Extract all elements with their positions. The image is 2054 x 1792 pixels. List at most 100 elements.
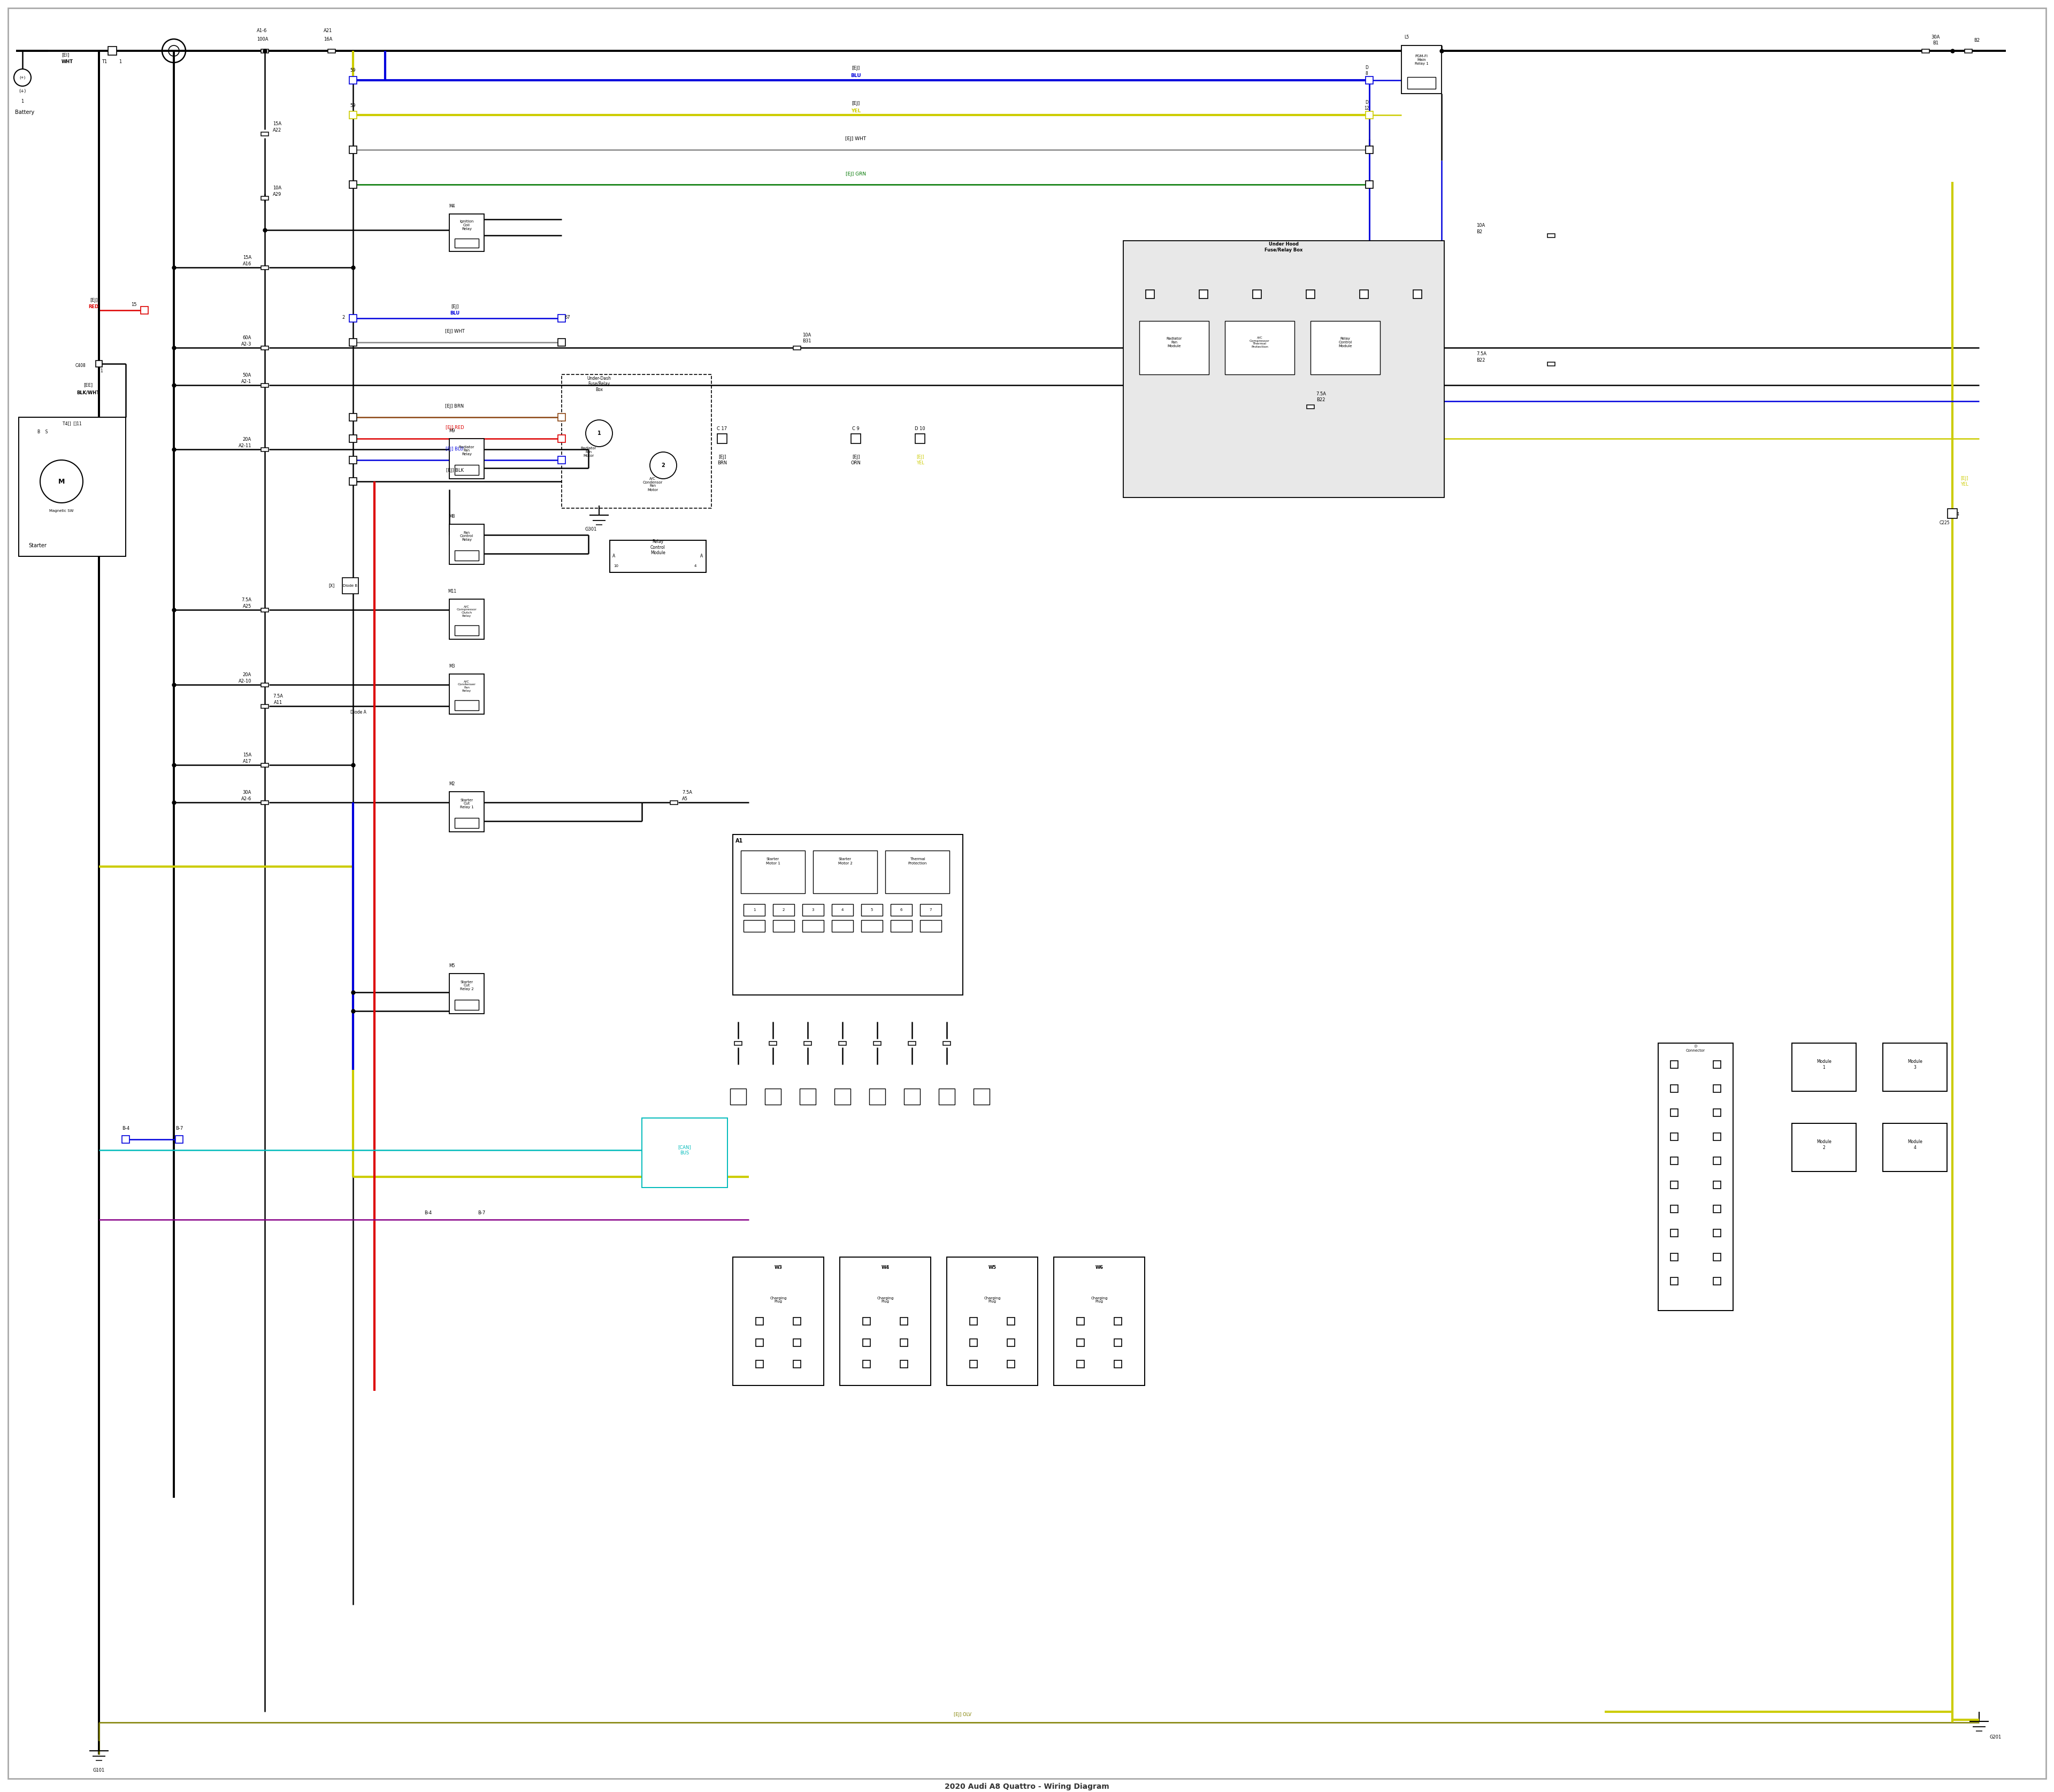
- Bar: [454, 701, 479, 710]
- Bar: [349, 145, 357, 154]
- Bar: [850, 434, 861, 443]
- Text: [EE]: [EE]: [84, 383, 92, 387]
- Bar: [1713, 1158, 1721, 1165]
- Text: D 10: D 10: [914, 426, 924, 432]
- Text: Starter
Motor 2: Starter Motor 2: [838, 858, 852, 866]
- Bar: [1113, 1317, 1121, 1324]
- Text: 16A: 16A: [325, 36, 333, 41]
- Text: Starter
Cut
Relay 1: Starter Cut Relay 1: [460, 799, 474, 808]
- Bar: [863, 1317, 871, 1324]
- Bar: [1670, 1133, 1678, 1140]
- Text: A5: A5: [682, 797, 688, 801]
- Bar: [863, 1339, 871, 1346]
- Text: 2020 Audi A8 Quattro - Wiring Diagram: 2020 Audi A8 Quattro - Wiring Diagram: [945, 1783, 1109, 1790]
- Bar: [610, 539, 707, 572]
- Text: A2-3: A2-3: [240, 342, 251, 348]
- Bar: [1306, 405, 1315, 409]
- Text: A/C
Compressor
Thermal
Protection: A/C Compressor Thermal Protection: [1249, 337, 1269, 348]
- Text: 4: 4: [1955, 513, 1960, 518]
- Bar: [1113, 1360, 1121, 1367]
- Bar: [450, 213, 485, 251]
- Text: A: A: [612, 554, 616, 559]
- Bar: [969, 1339, 978, 1346]
- Bar: [261, 683, 269, 686]
- Bar: [109, 47, 117, 56]
- Text: Charging
Plug: Charging Plug: [984, 1296, 1000, 1303]
- Text: M2: M2: [450, 781, 456, 787]
- Text: 7: 7: [930, 909, 933, 912]
- Bar: [1360, 290, 1368, 299]
- Text: Ignition
Coil
Relay: Ignition Coil Relay: [460, 220, 474, 231]
- Text: A2-1: A2-1: [240, 380, 251, 383]
- Bar: [561, 375, 711, 509]
- Text: G101: G101: [92, 1769, 105, 1772]
- Text: 4: 4: [842, 909, 844, 912]
- Bar: [1884, 1043, 1947, 1091]
- Text: 10A: 10A: [273, 186, 281, 190]
- Bar: [1006, 1339, 1015, 1346]
- Bar: [1713, 1253, 1721, 1262]
- Bar: [454, 464, 479, 475]
- Text: 15A: 15A: [242, 753, 251, 758]
- Bar: [1547, 233, 1555, 238]
- Text: D
8: D 8: [1366, 66, 1368, 75]
- Text: A17: A17: [242, 760, 251, 763]
- Bar: [261, 48, 269, 54]
- Bar: [861, 903, 883, 916]
- Bar: [1713, 1181, 1721, 1188]
- Bar: [97, 360, 103, 367]
- Bar: [920, 919, 941, 932]
- Text: RED: RED: [88, 305, 99, 310]
- Bar: [900, 1339, 908, 1346]
- Text: [EJ]
ORN: [EJ] ORN: [850, 455, 861, 466]
- Text: 2: 2: [661, 462, 665, 468]
- Bar: [1713, 1206, 1721, 1213]
- Bar: [920, 903, 941, 916]
- Bar: [840, 1256, 930, 1385]
- Bar: [793, 1339, 801, 1346]
- Bar: [261, 607, 269, 611]
- Bar: [891, 919, 912, 932]
- Bar: [261, 197, 269, 201]
- Text: Module
3: Module 3: [1908, 1059, 1923, 1070]
- Text: (+): (+): [18, 88, 27, 93]
- Text: [EJ] WHT: [EJ] WHT: [846, 136, 867, 142]
- Bar: [904, 1088, 920, 1104]
- Bar: [670, 801, 678, 805]
- Bar: [454, 817, 479, 828]
- Bar: [869, 1088, 885, 1104]
- Text: Module
4: Module 4: [1908, 1140, 1923, 1150]
- Text: A1: A1: [735, 839, 744, 844]
- Bar: [756, 1339, 764, 1346]
- Bar: [1670, 1278, 1678, 1285]
- Text: B-4: B-4: [121, 1127, 129, 1131]
- Text: 30A
B1: 30A B1: [1931, 34, 1939, 45]
- Bar: [733, 1256, 824, 1385]
- Text: D
12: D 12: [1364, 100, 1370, 111]
- Bar: [1076, 1360, 1085, 1367]
- Bar: [1791, 1043, 1857, 1091]
- Text: Radiator
Fan
Motor: Radiator Fan Motor: [581, 446, 596, 457]
- Bar: [793, 346, 801, 349]
- Bar: [559, 435, 565, 443]
- Text: 20A: 20A: [242, 437, 251, 443]
- Bar: [1310, 321, 1380, 375]
- Text: PGM-FI
Main
Relay 1: PGM-FI Main Relay 1: [1415, 54, 1428, 65]
- Text: M11: M11: [448, 590, 456, 593]
- Text: 7.5A: 7.5A: [273, 694, 283, 699]
- Text: Diode A: Diode A: [351, 710, 366, 715]
- Text: [EJ] GRN: [EJ] GRN: [846, 172, 867, 176]
- Text: M9: M9: [450, 428, 456, 434]
- Bar: [1366, 77, 1372, 84]
- Bar: [947, 1256, 1037, 1385]
- Bar: [1966, 48, 1972, 54]
- Bar: [885, 851, 949, 894]
- Bar: [1366, 181, 1372, 188]
- Bar: [1366, 145, 1372, 154]
- Bar: [1670, 1229, 1678, 1236]
- Bar: [175, 1136, 183, 1143]
- Bar: [261, 763, 269, 767]
- Bar: [329, 48, 335, 54]
- Text: A21: A21: [325, 29, 333, 32]
- Bar: [1006, 1360, 1015, 1367]
